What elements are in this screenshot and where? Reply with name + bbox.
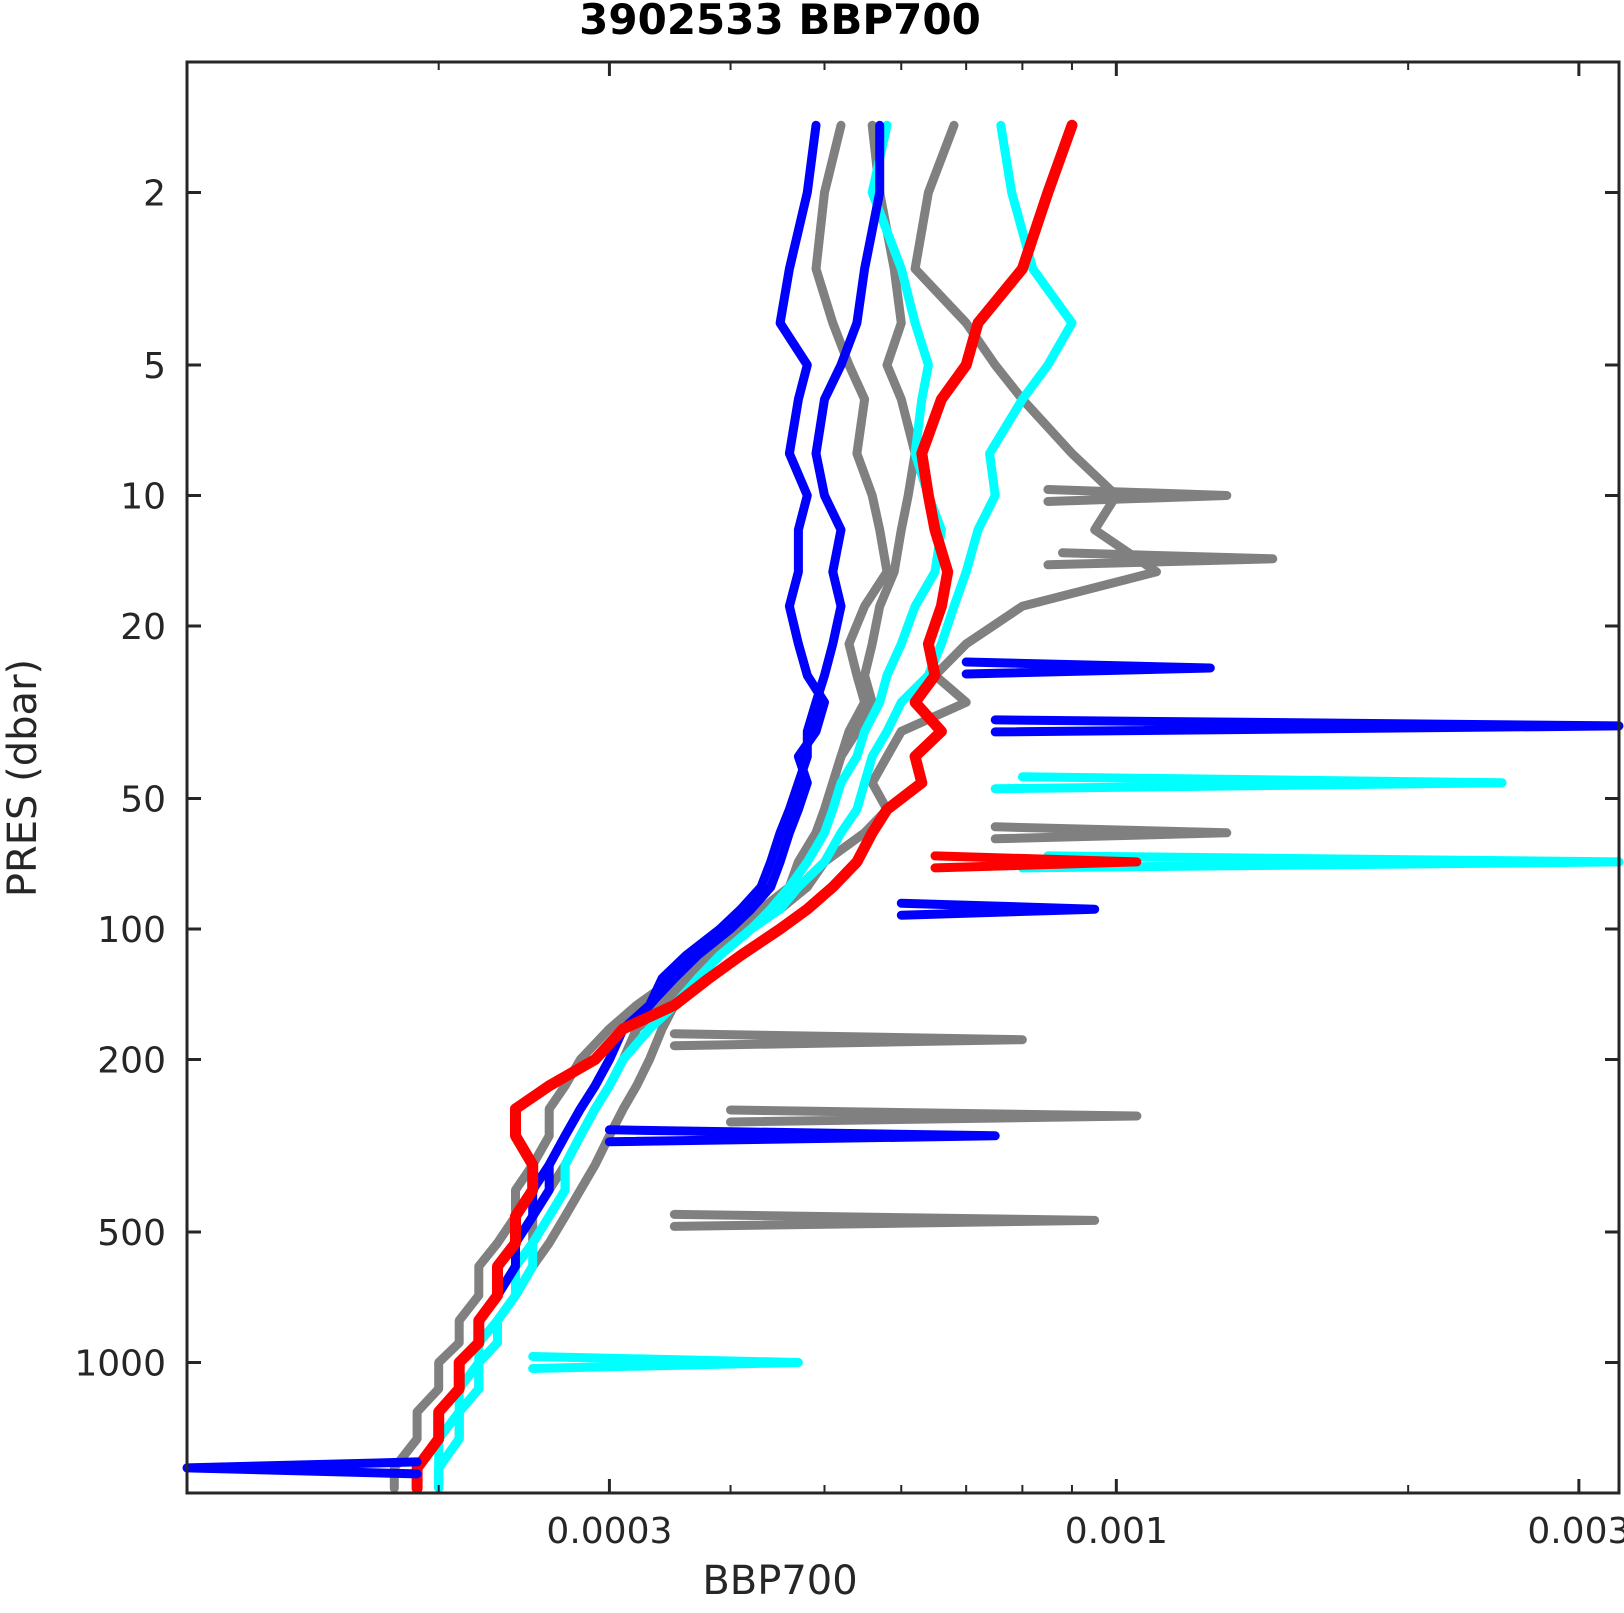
- y-tick-label: 20: [120, 607, 166, 648]
- y-tick-label: 1000: [74, 1344, 166, 1385]
- profile-line-blue-7: [412, 120, 885, 1493]
- profile-spike-grey-11: [726, 1105, 1142, 1127]
- x-axis-ticks: 0.0003 0.001 0.003: [437, 62, 1624, 1552]
- profile-line-grey-3: [434, 120, 920, 1493]
- profile-spike-blue-3: [961, 657, 1215, 679]
- y-tick-label: 500: [97, 1213, 166, 1254]
- y-tick-label: 50: [120, 780, 166, 821]
- y-tick-label: 200: [97, 1040, 166, 1081]
- profile-spike-blue-12: [604, 1125, 1000, 1147]
- y-tick-label: 2: [143, 173, 166, 214]
- x-axis-label: BBP700: [702, 1558, 857, 1604]
- profile-spike-grey-10: [669, 1029, 1027, 1051]
- profile-lines: [182, 119, 1624, 1494]
- x-tick-label: 0.001: [1065, 1511, 1168, 1552]
- x-tick-label: 0.003: [1527, 1511, 1624, 1552]
- profile-spike-cyan-14: [528, 1352, 803, 1373]
- chart-title: 3902533 BBP700: [579, 0, 981, 44]
- profile-spike-red-9: [930, 851, 1142, 873]
- profile-spike-grey-1: [1043, 485, 1232, 506]
- profile-spike-grey-7: [990, 822, 1232, 844]
- y-axis-label: PRES (dbar): [0, 659, 46, 897]
- profile-spike-blue-8: [896, 898, 1100, 920]
- profile-line-red-8: [411, 119, 1078, 1494]
- profile-spike-cyan-5: [990, 772, 1507, 794]
- profile-spike-blue-15: [182, 1457, 422, 1479]
- x-tick-label: 0.0003: [546, 1511, 672, 1552]
- y-tick-label: 10: [120, 477, 166, 518]
- y-tick-label: 100: [97, 910, 166, 951]
- profile-spike-grey-2: [1043, 548, 1278, 570]
- profile-spike-blue-4: [990, 715, 1624, 737]
- plot-frame: [185, 60, 1621, 1495]
- y-axis-ticks: 2 5 10 20 50 100 200 500 1000: [74, 173, 1619, 1385]
- y-tick-label: 5: [143, 346, 166, 387]
- profile-spike-grey-13: [669, 1209, 1100, 1231]
- profile-line-grey-2: [412, 120, 892, 1493]
